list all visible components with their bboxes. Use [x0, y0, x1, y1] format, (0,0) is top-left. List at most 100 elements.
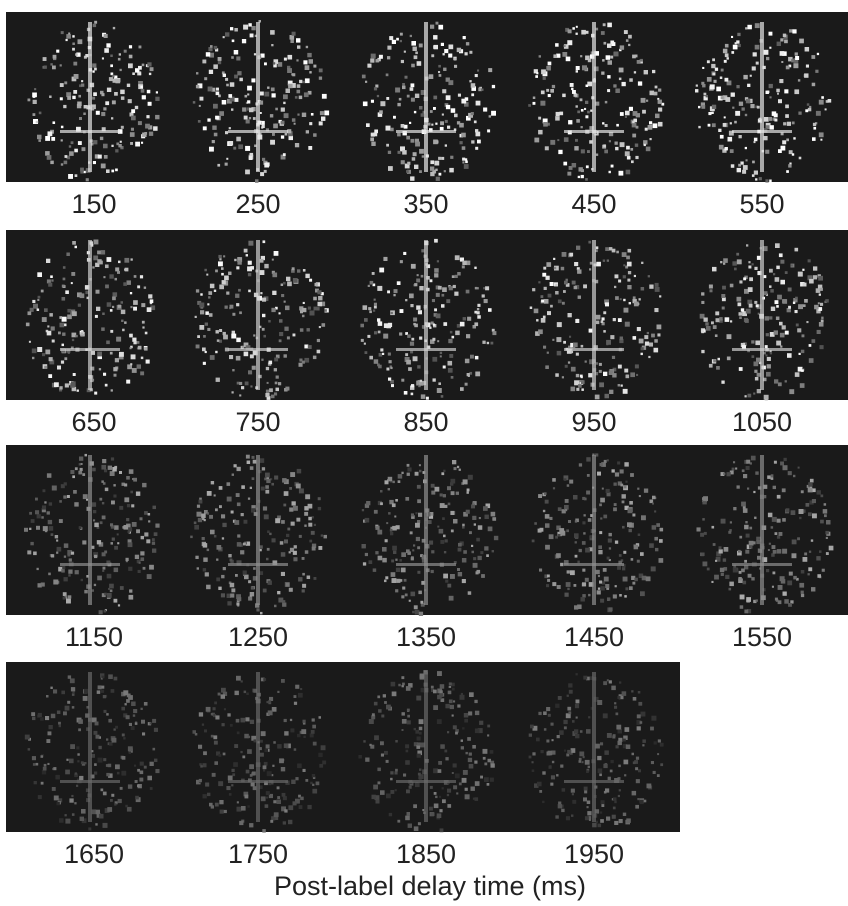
- speckle: [407, 467, 411, 471]
- speckle: [579, 752, 584, 757]
- speckle: [807, 103, 810, 106]
- speckle: [265, 473, 270, 478]
- speckle: [377, 318, 380, 321]
- speckle: [652, 70, 655, 73]
- speckle: [62, 344, 65, 347]
- speckle: [447, 584, 451, 588]
- speckle: [747, 84, 750, 87]
- speckle: [401, 60, 404, 63]
- speckle: [138, 72, 141, 75]
- speckle: [200, 293, 202, 295]
- speckle: [698, 126, 700, 128]
- speckle: [66, 599, 71, 604]
- speckle: [126, 715, 130, 719]
- speckle: [56, 540, 58, 542]
- speckle: [607, 44, 611, 48]
- speckle: [809, 106, 811, 108]
- speckle: [416, 696, 421, 701]
- speckle: [62, 317, 67, 322]
- speckle: [612, 815, 616, 819]
- speckle: [780, 333, 785, 338]
- speckle: [277, 800, 282, 805]
- speckle: [380, 502, 383, 505]
- speckle: [236, 137, 241, 142]
- speckle: [110, 64, 113, 67]
- speckle: [105, 265, 109, 269]
- speckle: [609, 171, 611, 173]
- speckle: [296, 484, 301, 489]
- speckle: [68, 574, 70, 576]
- speckle: [626, 39, 629, 42]
- speckle: [716, 366, 720, 370]
- speckle: [303, 81, 305, 83]
- speckle: [65, 383, 69, 387]
- speckle: [475, 372, 480, 377]
- speckle: [429, 541, 433, 545]
- speckle: [477, 315, 481, 319]
- speckle: [492, 331, 496, 335]
- speckle: [395, 771, 398, 774]
- speckle: [471, 787, 475, 791]
- speckle: [574, 262, 578, 266]
- speckle: [101, 690, 104, 693]
- speckle: [454, 467, 457, 470]
- speckle: [264, 170, 267, 173]
- speckle: [743, 474, 747, 478]
- speckle: [572, 720, 575, 723]
- speckle: [459, 783, 462, 786]
- speckle: [388, 378, 391, 381]
- speckle: [302, 113, 306, 117]
- speckle: [246, 770, 250, 774]
- speckle: [556, 553, 561, 558]
- speckle: [419, 470, 422, 473]
- speckle: [272, 765, 274, 767]
- speckle: [595, 570, 599, 574]
- speckle: [61, 569, 65, 573]
- speckle: [119, 506, 123, 510]
- speckle: [766, 57, 769, 60]
- speckle: [69, 145, 71, 147]
- speckle: [313, 133, 317, 137]
- speckle: [93, 519, 95, 521]
- speckle: [62, 297, 66, 301]
- speckle: [404, 391, 408, 395]
- speckle: [96, 735, 100, 739]
- speckle: [403, 774, 406, 777]
- speckle: [703, 496, 708, 501]
- speckle: [121, 301, 124, 304]
- speckle: [416, 537, 420, 541]
- speckle: [821, 96, 824, 99]
- speckle: [447, 486, 451, 490]
- speckle: [278, 62, 283, 67]
- speckle: [246, 254, 248, 256]
- speckle: [282, 478, 287, 483]
- speckle: [312, 547, 316, 551]
- speckle: [42, 353, 45, 356]
- speckle: [626, 256, 630, 260]
- speckle: [288, 820, 292, 824]
- speckle: [725, 575, 729, 579]
- speckle: [581, 380, 585, 384]
- speckle: [725, 78, 729, 82]
- speckle: [445, 144, 447, 146]
- speckle: [579, 758, 582, 761]
- speckle: [251, 26, 255, 30]
- speckle: [137, 341, 140, 344]
- speckle: [252, 456, 255, 459]
- speckle: [281, 135, 284, 138]
- speckle: [389, 36, 393, 40]
- speckle: [775, 598, 778, 601]
- speckle: [598, 824, 602, 828]
- speckle: [712, 73, 715, 76]
- speckle: [450, 156, 453, 159]
- speckle: [196, 72, 198, 74]
- speckle: [250, 385, 252, 387]
- speckle: [115, 79, 120, 84]
- speckle: [697, 527, 701, 531]
- speckle: [310, 311, 315, 316]
- speckle: [114, 374, 117, 377]
- speckle: [723, 558, 726, 561]
- speckle: [564, 750, 566, 752]
- speckle: [398, 151, 401, 154]
- panel-label: 1450: [564, 622, 624, 652]
